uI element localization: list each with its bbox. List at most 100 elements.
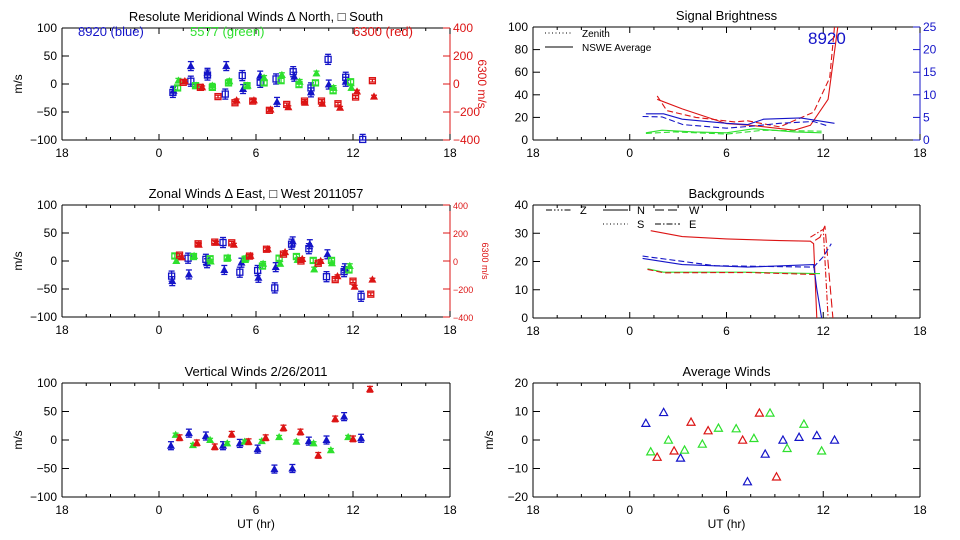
data-point-triangle	[225, 76, 234, 85]
x-tick-label: 18	[526, 503, 540, 517]
data-point-triangle	[295, 77, 304, 85]
chart-title: Signal Brightness	[676, 8, 778, 23]
data-point-triangle	[679, 444, 690, 454]
y-tick-label: 100	[37, 198, 57, 212]
data-point-square	[311, 79, 320, 87]
data-point-triangle	[206, 257, 215, 265]
y2-tick-label: −400	[453, 313, 473, 323]
data-point-triangle	[296, 427, 305, 436]
y-tick-label: 80	[515, 43, 529, 57]
series-line-blue-dashed	[642, 243, 832, 268]
data-point-triangle	[249, 96, 258, 104]
data-point-triangle	[281, 247, 290, 256]
y-axis-label: m/s	[11, 251, 25, 270]
y-tick-label: 20	[515, 376, 529, 390]
data-point-square	[359, 135, 367, 144]
legend-label: Z	[580, 205, 587, 217]
data-point-square	[221, 90, 229, 98]
annotation: 8920	[808, 29, 846, 48]
series-line-blue-dashed	[642, 115, 829, 129]
y2-tick-label: −200	[453, 285, 473, 295]
y-tick-label: 60	[515, 65, 529, 79]
data-point-triangle	[316, 256, 325, 264]
series-line-red-dashdot	[810, 228, 829, 319]
legend-label: S	[637, 219, 644, 231]
x-tick-label: 12	[817, 503, 831, 517]
y-tick-label: −50	[37, 282, 58, 296]
data-point-triangle	[811, 430, 822, 440]
y-tick-label: 0	[521, 311, 528, 325]
data-point-triangle	[277, 70, 286, 79]
x-tick-label: 18	[443, 323, 457, 337]
data-point-triangle	[290, 72, 299, 80]
x-tick-label: 0	[156, 323, 163, 337]
data-point-triangle	[270, 464, 279, 473]
y-tick-label: 0	[521, 433, 528, 447]
data-point-triangle	[177, 253, 186, 261]
y2-tick-label: 15	[923, 65, 937, 79]
chart-title: Vertical Winds 2/26/2011	[185, 364, 328, 379]
y2-tick-label: −400	[453, 133, 480, 147]
data-point-triangle	[184, 270, 193, 278]
data-point-triangle	[271, 262, 280, 271]
data-point-triangle	[327, 259, 337, 267]
series-line-red-dashed	[656, 26, 836, 128]
series-line-red-dashed	[647, 268, 817, 276]
data-point-triangle	[212, 238, 221, 246]
y-tick-label: 0	[50, 433, 57, 447]
data-point-triangle	[180, 76, 189, 85]
data-point-triangle	[220, 265, 229, 273]
y2-tick-label: 0	[453, 77, 460, 91]
y-tick-label: −20	[508, 490, 529, 504]
data-point-triangle	[798, 418, 809, 428]
x-tick-label: 12	[346, 323, 360, 337]
data-point-triangle	[175, 433, 184, 441]
data-point-triangle	[331, 414, 340, 422]
data-point-triangle	[208, 81, 217, 89]
data-point-triangle	[222, 61, 231, 70]
data-point-triangle	[312, 69, 321, 77]
x-tick-label: 6	[253, 146, 260, 160]
data-point-triangle	[227, 430, 236, 438]
data-point-triangle	[203, 68, 212, 76]
chart-panel-5: Vertical Winds 2/26/2011 18 0 6 12 18 UT (hr) −…	[11, 364, 457, 531]
y-tick-label: 100	[37, 21, 57, 35]
x-tick-label: 12	[817, 146, 831, 160]
y-tick-label: 0	[50, 77, 57, 91]
series-line-red-solid	[650, 230, 818, 319]
data-point-triangle	[336, 103, 345, 111]
data-point-square	[238, 71, 246, 80]
y-axis-label: m/s	[11, 430, 25, 449]
data-point-square	[346, 78, 355, 86]
data-point-triangle	[748, 433, 759, 443]
annotation: 6300 (red)	[353, 24, 413, 39]
series-line-blue-solid	[645, 113, 835, 126]
y2-tick-label: 0	[923, 133, 930, 147]
data-point-triangle	[166, 441, 175, 449]
data-point-triangle	[329, 83, 338, 91]
y-tick-label: −100	[30, 133, 57, 147]
data-point-square	[271, 284, 279, 292]
data-point-triangle	[198, 83, 207, 91]
data-point-triangle	[284, 103, 293, 111]
data-point-triangle	[168, 276, 177, 285]
data-point-triangle	[276, 259, 285, 267]
x-tick-label: 18	[443, 146, 457, 160]
data-point-triangle	[309, 439, 318, 447]
data-point-square	[368, 76, 377, 85]
annotation: 8920 (blue)	[78, 24, 144, 39]
data-point-triangle	[658, 407, 669, 417]
data-point-triangle	[314, 451, 323, 459]
data-point-triangle	[347, 83, 356, 91]
data-point-square	[357, 292, 365, 300]
data-point-triangle	[186, 61, 195, 70]
data-point-triangle	[697, 438, 708, 448]
x-tick-label: 6	[723, 146, 730, 160]
data-point-triangle	[652, 451, 663, 461]
data-point-triangle	[754, 407, 765, 417]
x-tick-label: 18	[913, 324, 927, 338]
data-point-square	[187, 77, 195, 85]
data-point-triangle	[333, 272, 342, 280]
